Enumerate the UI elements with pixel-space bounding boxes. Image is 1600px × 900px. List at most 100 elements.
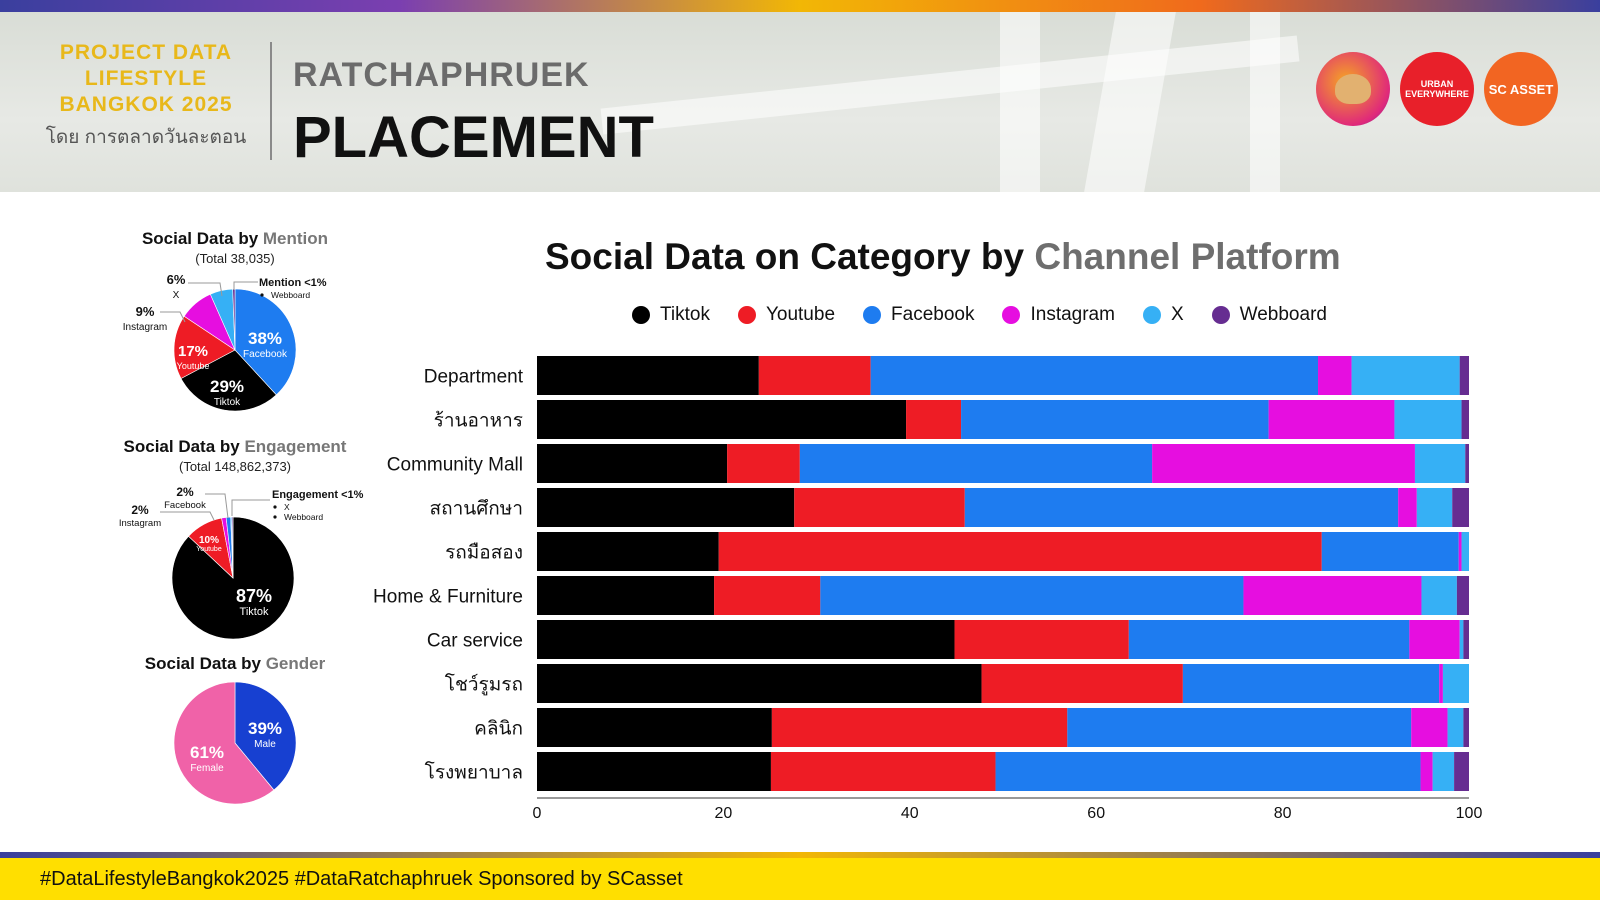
mention-pct-facebook: 38% [248, 329, 282, 348]
bar-segment-facebook-8 [1067, 708, 1412, 747]
category-label-9: โรงพยาบาล [425, 761, 523, 784]
x-tick-label-0: 0 [533, 805, 542, 822]
legend-label-webboard: Webboard [1239, 304, 1327, 325]
bar-segment-instagram-0 [1318, 356, 1352, 395]
chart-title: Social Data on Category by Channel Platf… [545, 236, 1341, 277]
legend-label-x: X [1170, 304, 1184, 325]
category-label-4: รถมือสอง [445, 543, 523, 564]
bar-segment-instagram-9 [1420, 752, 1433, 791]
mention-label-instagram: Instagram [123, 322, 167, 333]
bar-segment-youtube-1 [906, 400, 962, 439]
bar-segment-facebook-0 [870, 356, 1319, 395]
brand-block: PROJECT DATA LIFESTYLE BANGKOK 2025 โดย … [36, 40, 256, 152]
mention-label-tiktok: Tiktok [214, 397, 241, 408]
bar-segment-webboard-2 [1465, 444, 1469, 483]
engagement-title: Social Data by Engagement [123, 437, 347, 456]
mention-pct-x: 6% [167, 272, 186, 287]
bar-segment-tiktok-1 [537, 400, 907, 439]
gender-pie-block: Social Data by Gender [90, 654, 380, 674]
engagement-pct-tiktok: 87% [236, 586, 272, 606]
bar-segment-tiktok-5 [537, 576, 715, 615]
legend-dot-instagram [1002, 306, 1021, 324]
bar-segment-tiktok-4 [537, 532, 719, 571]
legend-label-instagram: Instagram [1030, 304, 1115, 325]
mention-pct-tiktok: 29% [210, 377, 244, 396]
mention-slice-tiktok [180, 349, 277, 412]
engagement-pct-instagram: 2% [131, 503, 149, 517]
bar-segment-youtube-6 [954, 620, 1129, 659]
engagement-callout-bullet [273, 505, 277, 509]
engagement-label-facebook: Facebook [164, 500, 206, 511]
bar-segment-instagram-6 [1409, 620, 1460, 659]
footer-color-strip [0, 852, 1600, 858]
x-tick-label-60: 60 [1087, 805, 1105, 822]
mention-title: Social Data by Mention [141, 229, 329, 248]
engagement-pct-youtube: 10% [199, 535, 219, 546]
legend-item-instagram: Instagram [1002, 304, 1115, 326]
legend-item-youtube: Youtube [737, 304, 835, 326]
engagement-leader-instagram [160, 511, 215, 521]
legend-label-facebook: Facebook [891, 304, 975, 325]
bar-segment-webboard-8 [1463, 708, 1469, 747]
mention-slice-facebook [234, 288, 297, 396]
gender-slice-male [234, 682, 297, 791]
mention-label-youtube: Youtube [177, 361, 210, 371]
engagement-pie-block: Social Data by Engagement (Total 148,862… [90, 437, 380, 474]
engagement-leader-facebook [205, 493, 229, 519]
category-label-community-mall: Community Mall [387, 455, 523, 476]
bar-segment-webboard-6 [1463, 620, 1469, 659]
x-tick-label-40: 40 [901, 805, 919, 822]
category-label-7: โชว์รูมรถ [445, 673, 523, 696]
hat-icon [1335, 74, 1371, 104]
bar-segment-instagram-8 [1411, 708, 1448, 747]
mention-leader-instagram [160, 311, 186, 323]
engagement-label-instagram: Instagram [119, 518, 161, 529]
bar-segment-x-7 [1442, 664, 1469, 703]
bar-segment-tiktok-6 [537, 620, 955, 659]
bar-segment-tiktok-2 [537, 444, 728, 483]
page-title: PLACEMENT [293, 105, 654, 170]
category-label-car-service: Car service [427, 631, 523, 652]
mention-slice-youtube [173, 315, 236, 379]
engagement-pct-facebook: 2% [176, 485, 194, 499]
bar-segment-webboard-3 [1452, 488, 1469, 527]
bar-segment-youtube-9 [770, 752, 996, 791]
engagement-slice-webboard [231, 516, 234, 579]
legend-label-tiktok: Tiktok [660, 304, 710, 325]
gender-label-male: Male [254, 739, 276, 750]
sc-asset-logo: SC ASSET [1484, 52, 1558, 126]
bar-segment-x-8 [1447, 708, 1464, 747]
bar-segment-x-2 [1414, 444, 1466, 483]
bar-segment-facebook-7 [1182, 664, 1440, 703]
header-divider [270, 42, 272, 160]
bar-segment-youtube-5 [714, 576, 821, 615]
mention-leader-webboard [233, 281, 258, 290]
legend-item-webboard: Webboard [1211, 304, 1327, 326]
gender-label-female: Female [190, 763, 224, 774]
engagement-label-youtube: Youtube [196, 546, 222, 553]
bar-segment-instagram-2 [1152, 444, 1415, 483]
x-tick-label-80: 80 [1274, 805, 1292, 822]
category-label-1: ร้านอาหาร [434, 411, 523, 432]
bar-segment-webboard-9 [1454, 752, 1469, 791]
bar-segment-facebook-2 [799, 444, 1153, 483]
bar-segment-youtube-3 [794, 488, 965, 527]
bar-segment-x-6 [1459, 620, 1464, 659]
bar-segment-instagram-3 [1398, 488, 1417, 527]
brand-subtitle: โดย การตลาดวันละตอน [45, 127, 247, 148]
mention-label-facebook: Facebook [243, 349, 288, 360]
bar-segment-instagram-4 [1458, 532, 1462, 571]
bar-segment-youtube-8 [771, 708, 1068, 747]
mention-pct-youtube: 17% [178, 343, 208, 360]
mention-pie-block: Social Data by Mention (Total 38,035) [90, 229, 380, 266]
legend-dot-facebook [863, 306, 882, 324]
footer-hashtags: #DataLifestyleBangkok2025 #DataRatchaphr… [40, 868, 683, 890]
area-name: RATCHAPHRUEK [293, 56, 590, 94]
bar-segment-webboard-0 [1459, 356, 1469, 395]
category-label-3: สถานศึกษา [429, 499, 523, 520]
bar-segment-x-3 [1416, 488, 1453, 527]
bar-segment-youtube-4 [718, 532, 1322, 571]
bar-segment-facebook-6 [1128, 620, 1410, 659]
bar-segment-x-9 [1432, 752, 1455, 791]
legend-item-facebook: Facebook [863, 304, 974, 326]
